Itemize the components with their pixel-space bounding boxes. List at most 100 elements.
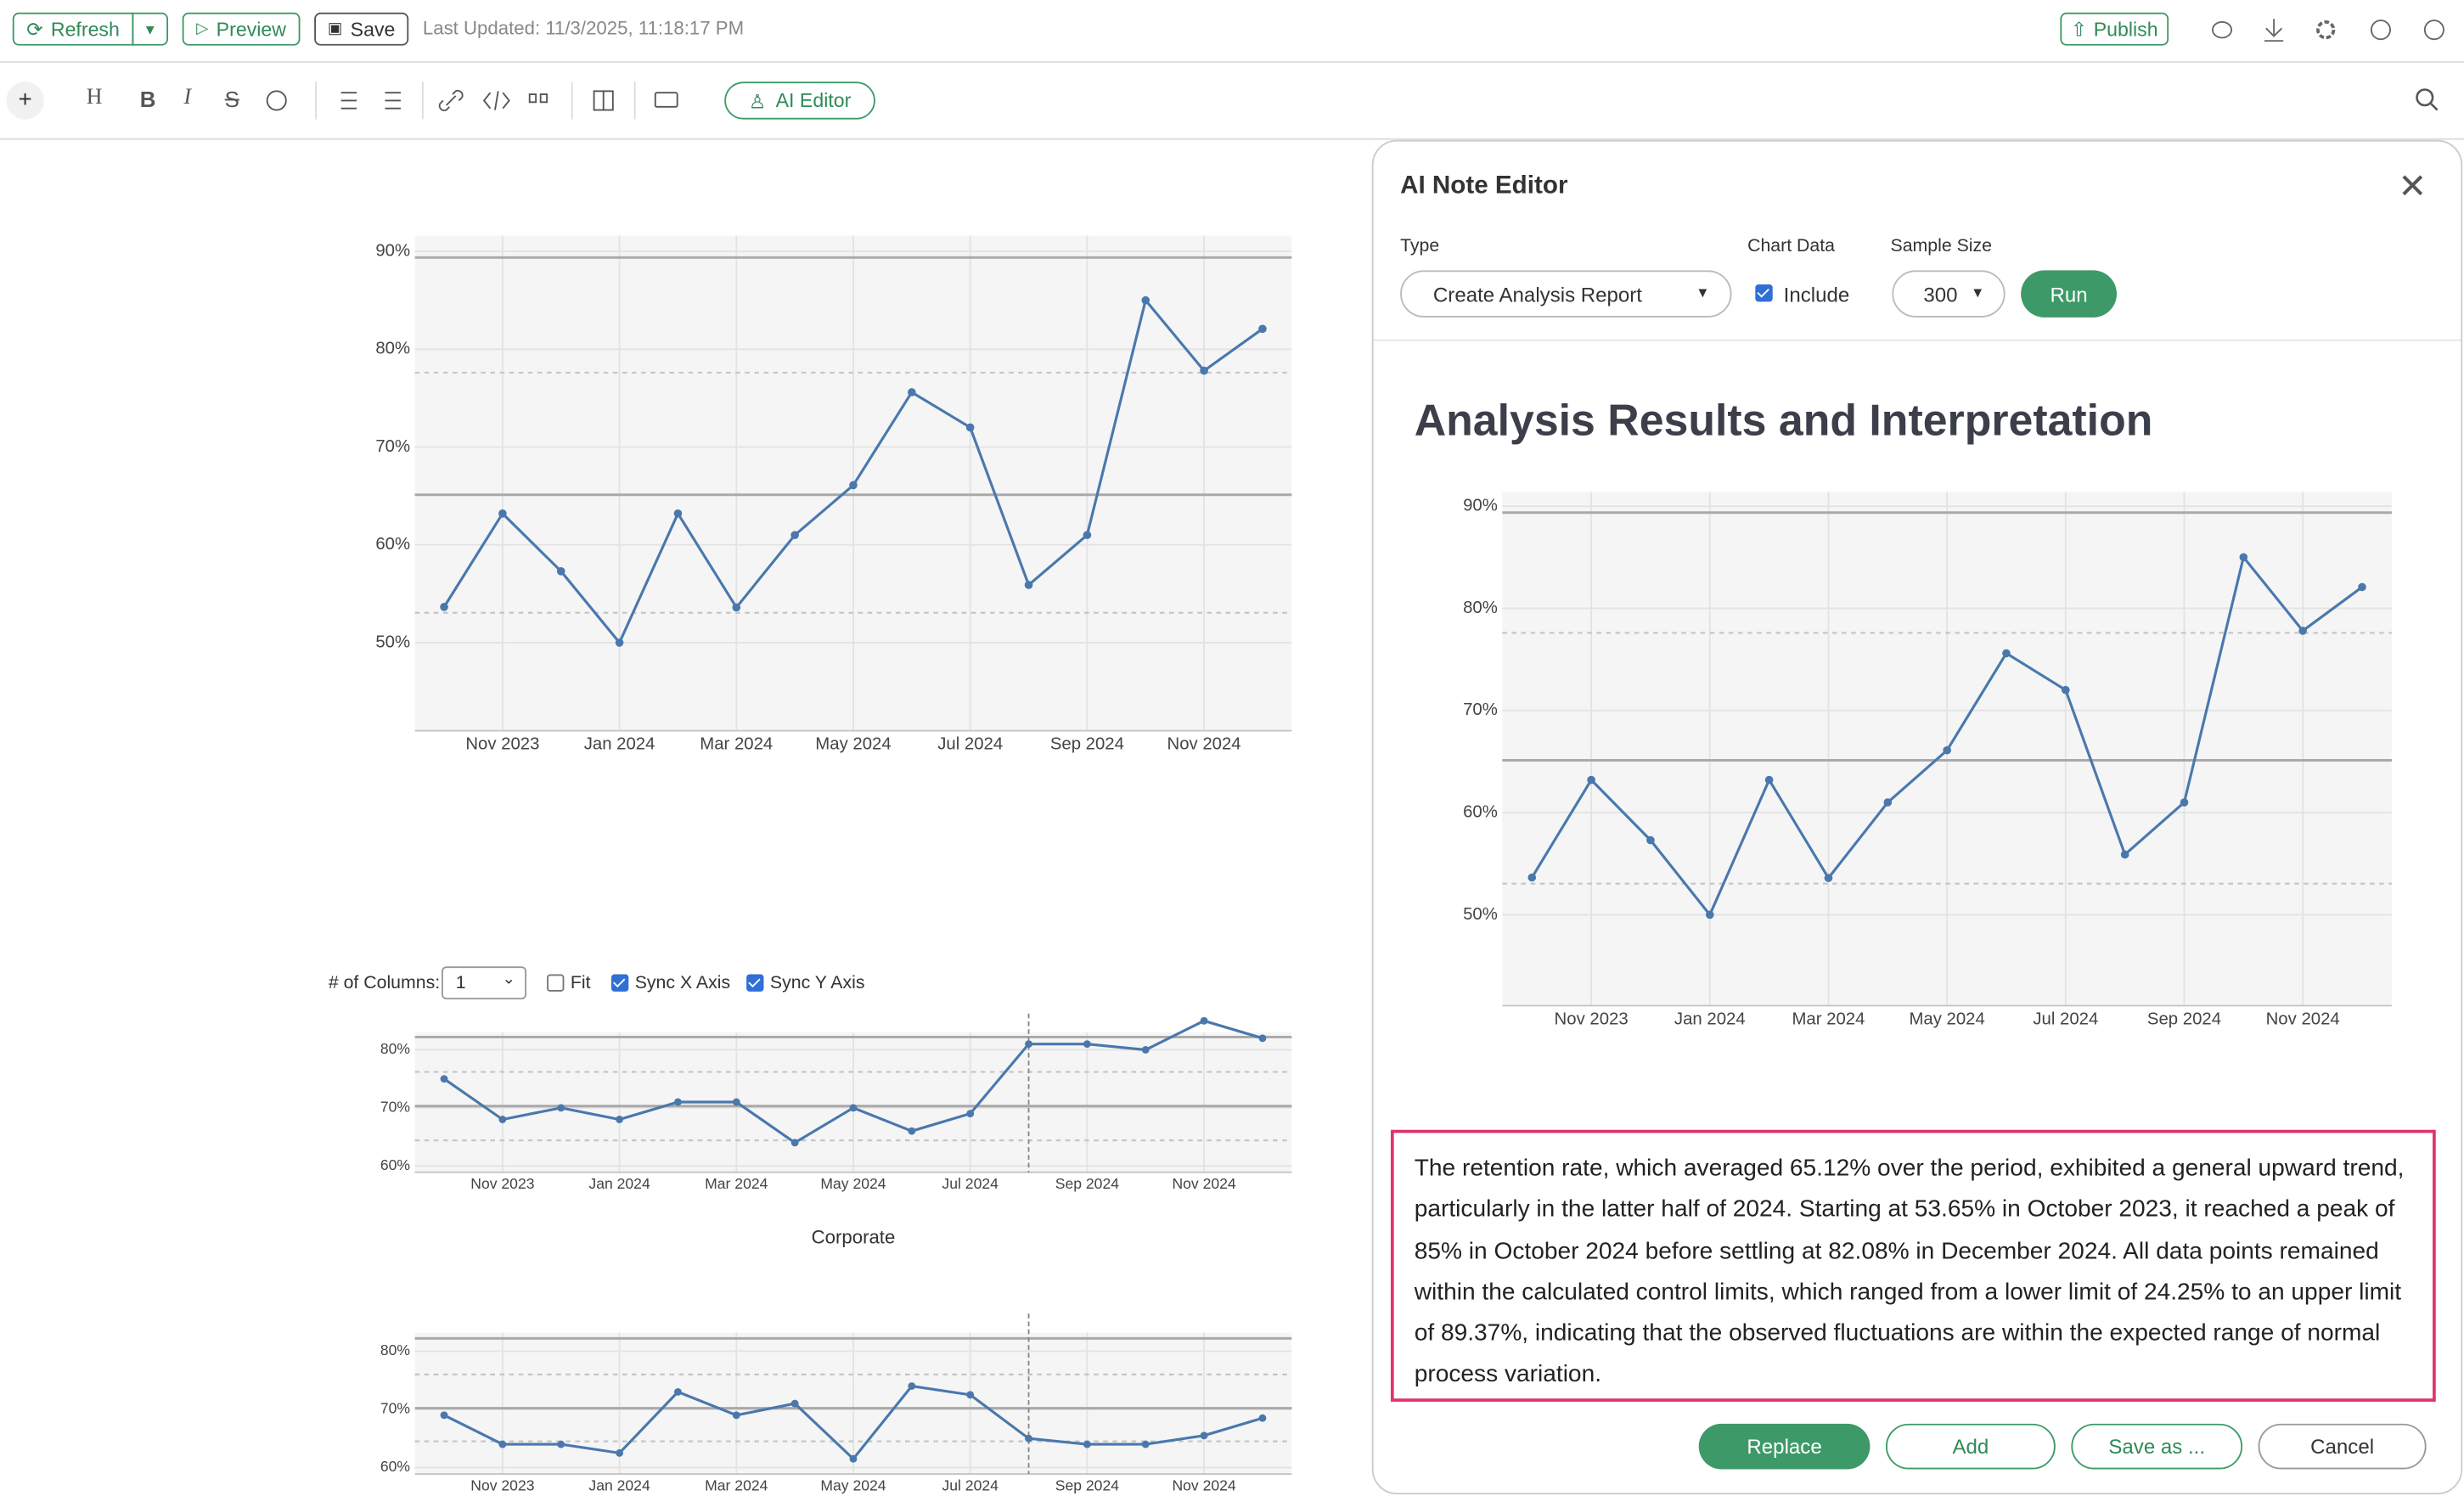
data-point [2180,798,2189,807]
x-tick-label: Sep 2024 [1055,1476,1119,1493]
chart-data-label: Chart Data [1747,237,1836,256]
preview-label: Preview [216,18,286,41]
data-point [1527,873,1537,882]
italic-button[interactable]: I [183,86,192,110]
data-point [2062,685,2070,695]
result-heading: Analysis Results and Interpretation [1414,396,2153,445]
data-point [1141,1046,1150,1054]
data-point [849,1104,858,1112]
result-text-box [1390,1129,2436,1402]
sample-size-select[interactable]: 300 ▼ [1892,270,2006,318]
refresh-label: Refresh [50,18,120,41]
download-icon[interactable] [2264,19,2284,42]
data-point [1141,1440,1150,1448]
data-point [1258,1414,1267,1422]
data-point [2002,649,2011,658]
y-tick-label: 60% [380,1458,410,1475]
x-tick-label: Jul 2024 [942,1175,999,1192]
y-tick-label: 50% [375,633,410,651]
number-list-icon[interactable] [385,92,401,110]
x-tick-label: Nov 2023 [1555,1010,1629,1029]
preview-button[interactable]: ▷ Preview [182,12,301,46]
result-text: The retention rate, which averaged 65.12… [1414,1155,2405,1389]
data-point [2239,553,2248,562]
data-point [615,638,624,647]
x-tick-label: Sep 2024 [1050,735,1124,754]
quote-icon[interactable] [528,93,548,104]
data-point [440,1411,448,1420]
comment-icon[interactable] [2212,20,2233,39]
type-select[interactable]: Create Analysis Report ▼ [1400,270,1732,318]
data-point [557,1104,565,1112]
add-button[interactable]: Add [1885,1423,2056,1470]
save-button[interactable]: ▣ Save [314,12,409,46]
y-tick-label: 90% [375,241,410,260]
x-tick-label: Mar 2024 [705,1476,768,1493]
add-button[interactable]: + [6,82,44,120]
refresh-button[interactable]: ⟳ Refresh [12,12,134,46]
fit-checkbox[interactable] [547,974,565,992]
x-tick-label: Nov 2024 [1167,735,1241,754]
color-icon[interactable] [266,90,287,111]
bold-button[interactable]: B [139,86,156,112]
data-point [1083,1040,1091,1049]
data-point [966,1110,975,1118]
ai-editor-button[interactable]: ♙ AI Editor [724,82,875,120]
x-tick-label: Sep 2024 [2147,1010,2221,1029]
keyboard-icon[interactable] [654,92,678,108]
data-point [440,1075,448,1083]
data-point [732,1411,740,1420]
bullet-list-icon[interactable] [340,92,357,110]
run-button[interactable]: Run [2021,270,2118,318]
data-point [732,1098,740,1106]
y-tick-label: 60% [1463,802,1498,821]
x-tick-label: Nov 2024 [1172,1476,1235,1493]
cancel-button[interactable]: Cancel [2258,1423,2427,1470]
y-tick-label: 60% [380,1156,410,1173]
x-tick-label: Mar 2024 [700,735,773,754]
heading-button[interactable]: H [86,86,103,110]
data-point [966,1391,975,1399]
sample-size-value: 300 [1923,283,1958,307]
format-bar [0,63,2464,140]
x-tick-label: Jul 2024 [937,735,1003,754]
columns-select[interactable]: 1 ⌄ [442,966,527,1000]
data-point [1083,1440,1091,1448]
refresh-dropdown[interactable]: ▼ [132,12,169,46]
data-point [1824,874,1833,882]
replace-button[interactable]: Replace [1698,1423,1871,1470]
x-tick-label: Nov 2023 [465,735,539,754]
sync-y-checkbox[interactable] [746,974,764,992]
data-point [1258,324,1267,334]
close-button[interactable]: ✕ [2398,166,2427,206]
save-as-button[interactable]: Save as ... [2071,1423,2243,1470]
data-point [440,603,448,611]
data-point [790,1139,799,1147]
include-checkbox[interactable] [1755,284,1773,302]
code-icon[interactable] [482,91,510,110]
y-tick-label: 70% [380,1098,410,1115]
search-icon[interactable] [2414,87,2442,115]
data-point [1200,1016,1208,1025]
panel-divider [1373,339,2461,341]
x-tick-label: May 2024 [820,1175,886,1192]
sync-x-checkbox[interactable] [610,974,629,992]
data-point [1141,295,1150,305]
data-point [1083,531,1092,539]
publish-button[interactable]: ⇧ Publish [2060,12,2169,46]
x-tick-label: Jul 2024 [2033,1010,2098,1029]
data-point [732,603,741,612]
columns-label: # of Columns: [328,974,441,993]
sample-size-label: Sample Size [1890,237,1993,256]
x-tick-label: Mar 2024 [705,1175,768,1192]
x-tick-label: Nov 2023 [470,1476,534,1493]
info-icon[interactable] [2370,20,2391,41]
strike-button[interactable]: S [224,86,239,112]
y-tick-label: 70% [380,1400,410,1417]
x-tick-label: Jan 2024 [1674,1010,1746,1029]
help-icon[interactable] [2423,20,2444,41]
link-icon[interactable] [438,89,464,111]
data-point [673,1387,682,1396]
